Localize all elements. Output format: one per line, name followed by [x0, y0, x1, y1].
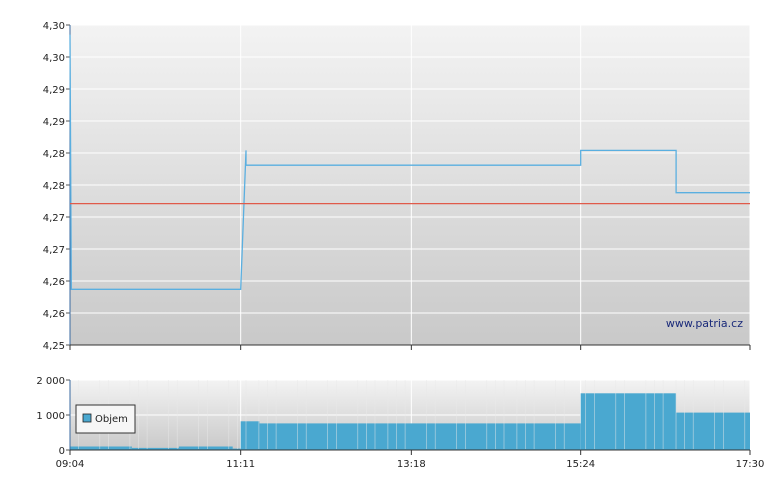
price-y-tick-label: 4,30	[43, 53, 65, 64]
x-axis-tick-label: 11:11	[226, 459, 255, 470]
watermark-label: www.patria.cz	[666, 317, 743, 330]
price-y-tick-label: 4,29	[43, 85, 65, 96]
price-y-axis: 4,25 4,26 4,26 4,27 4,27 4,28 4,28 4,29 4,29 4,30…	[43, 21, 750, 352]
volume-y-tick-label: 0	[59, 446, 65, 457]
x-axis-tick-label: 15:24	[566, 459, 595, 470]
volume-y-tick-label: 2 000	[36, 376, 65, 387]
time-x-axis: 09:04 11:11 13:18 15:24 17:30	[56, 345, 765, 470]
price-y-tick-label: 4,26	[43, 309, 65, 320]
volume-bar	[232, 448, 241, 450]
volume-series	[70, 380, 750, 450]
price-chart: 4,25 4,26 4,26 4,27 4,27 4,28 4,28 4,29 4,29 4,30…	[43, 21, 751, 352]
volume-bar	[676, 412, 750, 450]
x-axis-tick-label: 13:18	[397, 459, 426, 470]
volume-y-axis: 0 1 000 2 000	[36, 376, 71, 457]
price-series	[69, 34, 750, 290]
price-y-tick-label: 4,29	[43, 117, 65, 128]
x-axis-tick-label: 17:30	[736, 459, 765, 470]
price-y-tick-label: 4,25	[43, 341, 65, 352]
legend-swatch	[82, 413, 92, 423]
volume-bar	[70, 446, 132, 450]
price-y-tick-label: 4,28	[43, 181, 65, 192]
x-axis-tick-label: 09:04	[56, 459, 85, 470]
price-line	[69, 34, 750, 290]
volume-legend: Objem	[75, 404, 136, 434]
volume-y-tick-label: 1 000	[36, 411, 65, 422]
volume-bar	[240, 421, 260, 450]
price-y-tick-label: 4,26	[43, 277, 65, 288]
legend-label: Objem	[95, 414, 128, 425]
volume-bar	[259, 423, 581, 450]
price-grid	[70, 24, 751, 346]
volume-bar	[178, 446, 233, 450]
price-y-tick-label: 4,27	[43, 245, 65, 256]
price-y-tick-label: 4,28	[43, 149, 65, 160]
volume-bar	[131, 447, 179, 450]
price-y-tick-label: 4,27	[43, 213, 65, 224]
price-y-tick-label: 4,30	[43, 21, 65, 32]
volume-chart: 0 1 000 2 000 Objem	[36, 376, 751, 457]
volume-bar	[580, 393, 677, 450]
